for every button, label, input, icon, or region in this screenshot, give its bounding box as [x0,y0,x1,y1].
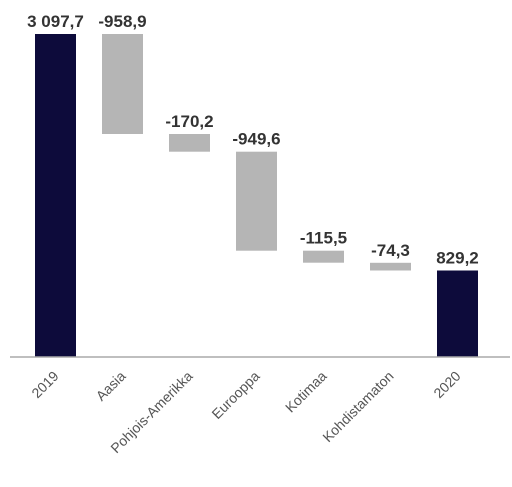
data-label-kohdistamaton: -74,3 [371,241,410,260]
data-label-eurooppa: -949,6 [232,130,280,149]
bar-pohjois-amerikka [169,134,210,152]
bar-eurooppa [236,151,277,251]
x-tick-label-aasia: Aasia [93,368,129,404]
bar-kotimaa [303,250,344,263]
bar-2020 [437,270,478,357]
data-label-pohjois-amerikka: -170,2 [165,112,213,131]
x-tick-label-2020: 2020 [430,368,463,401]
data-label-aasia: -958,9 [98,12,146,31]
bar-2019 [35,34,76,357]
bars-group [35,34,478,357]
data-label-2020: 829,2 [436,249,479,268]
x-tick-label-eurooppa: Eurooppa [208,368,262,422]
x-tick-label-2019: 2019 [28,368,61,401]
data-label-2019: 3 097,7 [27,12,84,31]
x-tick-label-kohdistamaton: Kohdistamaton [319,368,396,445]
bar-aasia [102,34,143,134]
x-tick-label-kotimaa: Kotimaa [282,368,330,416]
data-label-kotimaa: -115,5 [300,229,347,248]
bar-kohdistamaton [370,262,411,271]
data-labels-group: 3 097,7 -958,9 -170,2 -949,6 -115,5 -74,3 829,… [27,12,479,268]
